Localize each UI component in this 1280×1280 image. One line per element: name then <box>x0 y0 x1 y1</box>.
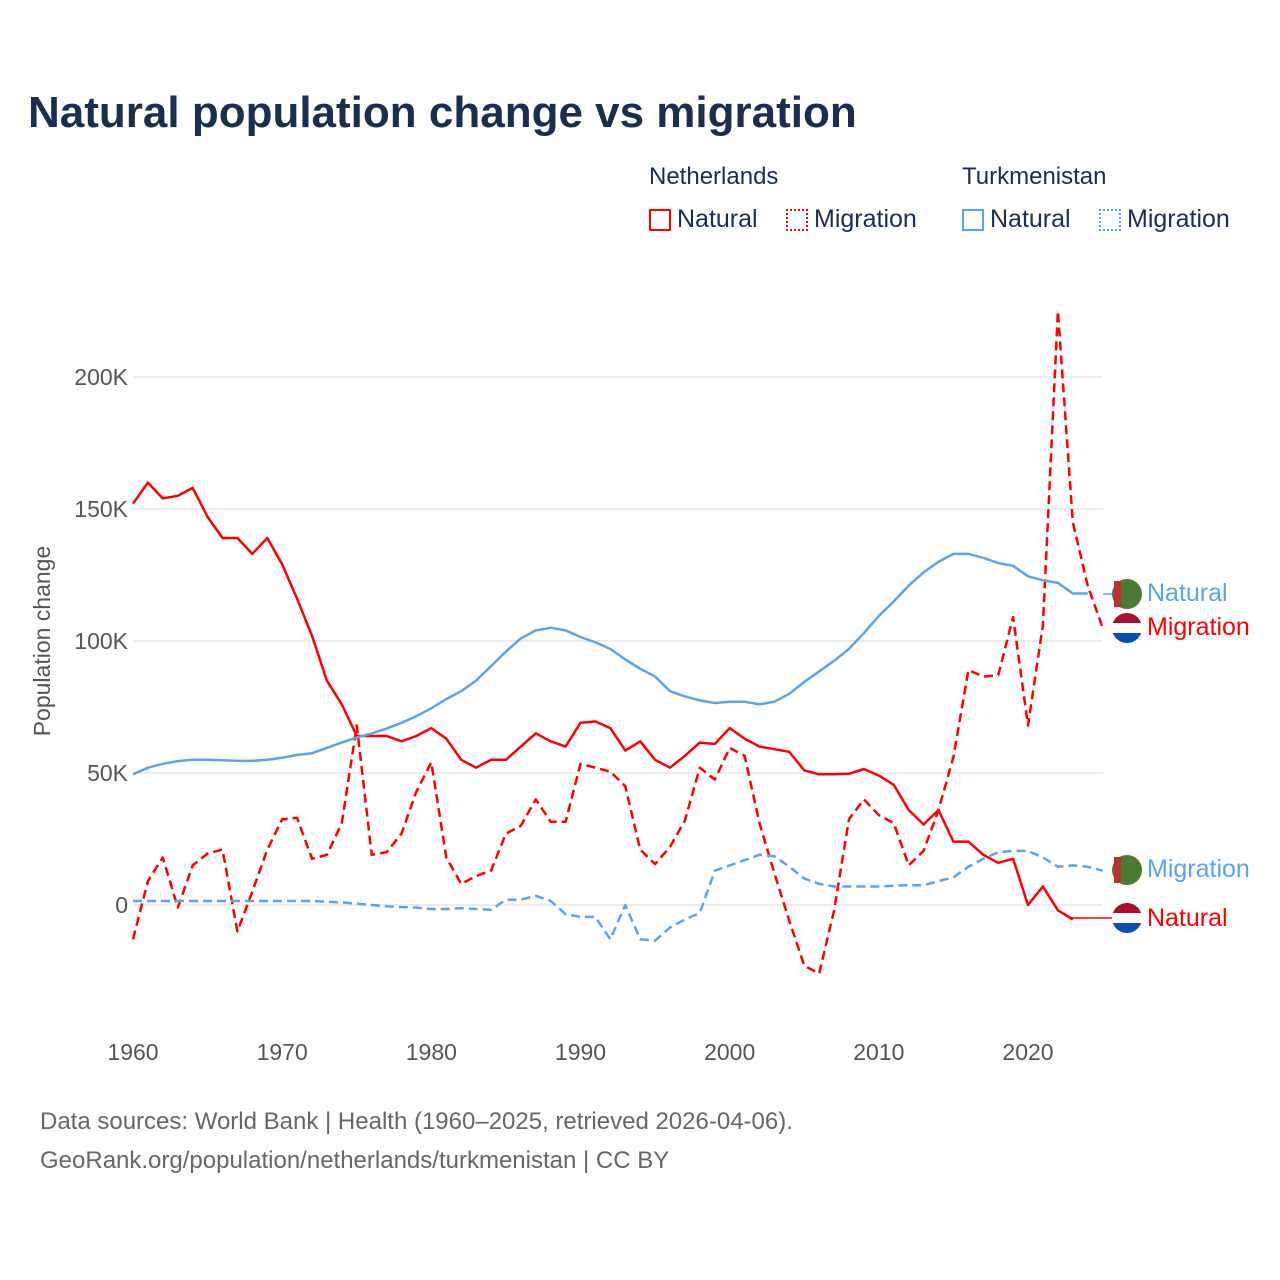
legend-tm-migration[interactable]: Migration <box>1099 205 1230 234</box>
legend-label: Migration <box>814 205 917 233</box>
series-line-turkmenistan-natural <box>132 552 1088 776</box>
dotted-swatch-icon <box>1099 208 1121 231</box>
legend-label: Natural <box>677 205 758 233</box>
legend-nl-migration[interactable]: Migration <box>786 205 917 234</box>
dotted-swatch-icon <box>786 208 808 231</box>
series-line-turkmenistan-migration <box>133 849 1103 942</box>
solid-swatch-icon <box>962 208 984 231</box>
end-label-nl-migration: Migration <box>1147 613 1250 641</box>
turkmenistan-flag-icon <box>1112 855 1142 885</box>
x-tick-label: 1990 <box>555 1039 606 1065</box>
x-tick-label: 1980 <box>406 1039 457 1065</box>
legend-nl-natural[interactable]: Natural <box>649 205 758 234</box>
y-tick-label: 100K <box>74 628 128 654</box>
end-label-tm-natural: Natural <box>1147 579 1228 607</box>
end-label-tm-migration: Migration <box>1147 855 1250 883</box>
legend-label: Migration <box>1127 205 1230 233</box>
y-tick-label: 50K <box>87 760 129 786</box>
x-tick-label: 2000 <box>704 1039 755 1065</box>
turkmenistan-flag-icon <box>1112 579 1142 609</box>
legend-label: Natural <box>990 205 1071 233</box>
x-tick-label: 1970 <box>257 1039 308 1065</box>
series-line-netherlands-natural <box>131 481 1074 921</box>
legend-group-netherlands: Netherlands <box>649 163 779 190</box>
footer-link[interactable]: GeoRank.org/population/netherlands/turkm… <box>40 1147 670 1174</box>
netherlands-flag-icon <box>1112 903 1142 933</box>
y-tick-label: 0 <box>115 892 128 918</box>
legend-group-turkmenistan: Turkmenistan <box>962 163 1107 190</box>
series-line-netherlands-migration <box>131 309 1104 975</box>
x-tick-label: 1960 <box>107 1039 158 1065</box>
x-tick-label: 2020 <box>1002 1039 1053 1065</box>
legend-tm-natural[interactable]: Natural <box>962 205 1071 234</box>
y-tick-label: 200K <box>74 364 128 390</box>
y-tick-label: 150K <box>74 496 128 522</box>
end-label-nl-natural: Natural <box>1147 904 1228 932</box>
y-axis-label: Population change <box>29 546 55 737</box>
x-tick-label: 2010 <box>853 1039 904 1065</box>
chart-title: Natural population change vs migration <box>28 88 857 137</box>
footer-sources: Data sources: World Bank | Health (1960–… <box>40 1108 793 1135</box>
solid-swatch-icon <box>649 208 671 231</box>
netherlands-flag-icon <box>1112 613 1142 643</box>
